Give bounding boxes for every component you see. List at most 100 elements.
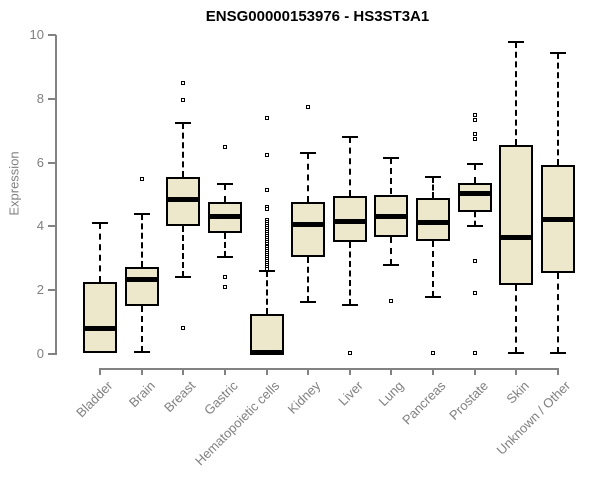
whisker-upper-bladder	[99, 223, 101, 283]
chart-title: ENSG00000153976 - HS3ST3A1	[205, 8, 430, 25]
x-tick	[349, 368, 351, 375]
whisker-lower-skin	[515, 285, 517, 354]
x-tick	[266, 368, 268, 375]
outlier-point-gastric	[223, 275, 227, 280]
whisker-cap-upper-skin	[508, 41, 524, 44]
outlier-point-breast	[181, 98, 185, 103]
whisker-cap-upper-gastric	[217, 182, 233, 185]
outlier-point-hematopoietic-cells	[265, 187, 269, 192]
median-line-breast	[166, 197, 200, 203]
median-line-skin	[499, 234, 533, 240]
whisker-cap-lower-gastric	[217, 255, 233, 258]
outlier-point-prostate	[473, 112, 477, 117]
whisker-upper-unknown-other	[557, 52, 559, 166]
whisker-lower-unknown-other	[557, 272, 559, 354]
whisker-lower-brain	[141, 306, 143, 353]
y-tick	[48, 34, 56, 36]
outlier-point-breast	[181, 80, 185, 85]
y-tick-label: 8	[36, 90, 44, 106]
outlier-point-pancreas	[431, 351, 435, 356]
box-hematopoietic-cells	[250, 314, 284, 354]
outlier-point-prostate	[473, 351, 477, 356]
outlier-point-hematopoietic-cells	[265, 115, 269, 120]
median-line-pancreas	[416, 219, 450, 225]
x-tick-label: Prostate	[445, 378, 491, 423]
whisker-cap-lower-kidney	[300, 301, 316, 303]
y-tick-label: 0	[36, 346, 44, 361]
x-tick-label: Brain	[125, 378, 158, 411]
x-tick-label: Pancreas	[399, 378, 449, 428]
y-tick	[48, 289, 56, 292]
x-tick-label: Unknown / Other	[494, 378, 574, 458]
whisker-upper-kidney	[307, 153, 309, 203]
x-tick-label: Kidney	[284, 378, 324, 417]
x-tick	[432, 368, 434, 375]
x-tick	[141, 368, 143, 375]
outlier-point-hematopoietic-cells	[265, 206, 269, 211]
whisker-cap-lower-pancreas	[425, 295, 441, 298]
outlier-point-prostate	[473, 259, 477, 264]
median-line-prostate	[458, 190, 492, 196]
whisker-lower-gastric	[224, 232, 226, 257]
outlier-point-prostate	[473, 291, 477, 296]
whisker-cap-upper-lung	[383, 156, 399, 159]
x-tick	[515, 368, 517, 375]
x-tick	[99, 368, 101, 375]
outlier-point-brain	[140, 176, 144, 181]
whisker-cap-upper-unknown-other	[550, 51, 566, 54]
median-line-gastric	[208, 213, 242, 219]
median-line-brain	[125, 277, 159, 283]
whisker-cap-lower-breast	[175, 275, 191, 278]
whisker-upper-gastric	[224, 183, 226, 202]
whisker-cap-upper-hematopoietic-cells	[259, 270, 275, 273]
x-tick-label: Breast	[161, 378, 199, 416]
whisker-cap-upper-pancreas	[425, 175, 441, 178]
x-tick-label: Lung	[375, 378, 407, 410]
whisker-cap-upper-bladder	[92, 222, 108, 225]
x-tick-label: Bladder	[73, 378, 116, 421]
box-prostate	[458, 183, 492, 213]
x-tick-label: Liver	[335, 378, 366, 409]
y-tick-label: 6	[36, 154, 44, 170]
x-tick	[224, 368, 226, 375]
x-axis-line	[100, 368, 560, 370]
outlier-point-gastric	[223, 144, 227, 149]
x-tick	[474, 368, 476, 375]
outlier-point-prostate	[473, 136, 477, 141]
whisker-cap-upper-liver	[342, 136, 358, 139]
whisker-cap-lower-liver	[342, 303, 358, 306]
box-bladder	[83, 282, 117, 354]
whisker-upper-skin	[515, 42, 517, 146]
outlier-point-prostate	[473, 117, 477, 122]
outlier-point-gastric	[223, 285, 227, 289]
whisker-lower-liver	[349, 242, 351, 305]
whisker-lower-prostate	[474, 212, 476, 227]
box-skin	[499, 145, 533, 286]
x-tick	[307, 368, 309, 375]
y-tick	[48, 161, 56, 164]
x-tick-label: Skin	[503, 378, 532, 407]
y-tick-label: 4	[36, 218, 44, 234]
whisker-lower-pancreas	[432, 241, 434, 297]
whisker-cap-upper-prostate	[467, 163, 483, 166]
whisker-upper-lung	[390, 157, 392, 195]
x-tick	[390, 368, 392, 375]
whisker-lower-breast	[182, 226, 184, 277]
outlier-point-prostate	[473, 131, 477, 136]
outlier-point-liver	[348, 351, 352, 356]
outlier-point-hematopoietic-cells	[265, 266, 269, 271]
x-tick-label: Gastric	[200, 378, 241, 418]
whisker-lower-kidney	[307, 256, 309, 302]
median-line-liver	[333, 218, 367, 224]
whisker-upper-hematopoietic-cells	[266, 271, 268, 315]
outlier-point-kidney	[306, 104, 310, 109]
whisker-cap-lower-skin	[508, 352, 524, 355]
y-tick	[48, 353, 56, 355]
y-axis-line	[55, 35, 57, 355]
whisker-cap-lower-prostate	[467, 225, 483, 228]
whisker-cap-lower-brain	[134, 351, 150, 354]
outlier-point-breast	[181, 326, 185, 331]
median-line-unknown-other	[541, 217, 575, 223]
